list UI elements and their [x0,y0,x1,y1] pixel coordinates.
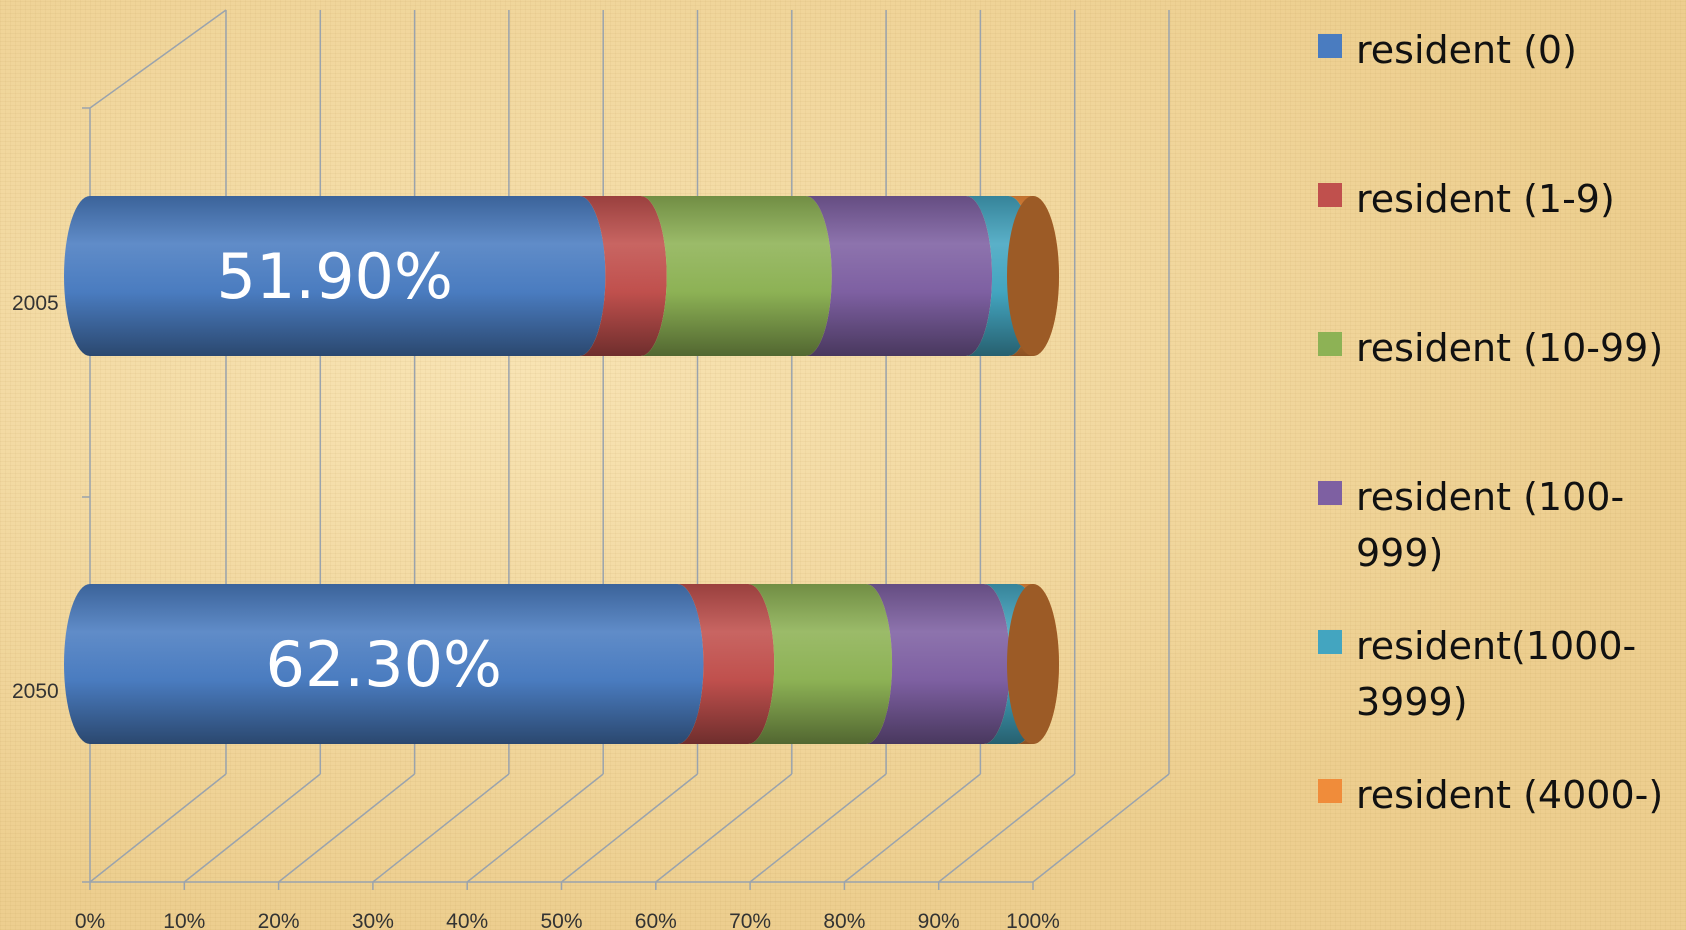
floor-gridline [278,773,416,883]
floor-gridline [749,773,887,883]
category-label: 2005 [12,292,59,315]
x-tick-label: 60% [635,910,677,930]
legend-item: resident(1000-3999) [1318,618,1676,730]
bar-segment-2050-3 [748,584,893,744]
category-label: 2050 [12,680,59,703]
bar-segment-2005-3 [640,196,832,356]
legend-label: resident (1-9) [1356,177,1615,221]
bar-segment-2050-1 [64,584,704,744]
bar-segment-2005-4 [805,196,993,356]
floor-gridline [1032,773,1170,883]
floor-gridline [89,773,227,883]
bar-group-2050 [64,584,1059,744]
x-tick-label: 0% [75,910,105,930]
legend-label: resident(1000-3999) [1356,624,1637,724]
legend: resident (0) resident (1-9) resident (10-9… [1318,0,1686,930]
legend-item: resident (100-999) [1318,469,1676,581]
legend-label: resident (100-999) [1356,475,1625,575]
legend-item: resident (4000-) [1318,767,1676,823]
bar-end-cap [1007,196,1059,356]
data-label: 51.90% [217,240,453,313]
floor-gridline [938,773,1076,883]
bar-segment-2050-2 [677,584,775,744]
legend-label: resident (10-99) [1356,326,1664,370]
x-tick-label: 50% [540,910,582,930]
x-tick-label: 20% [258,910,300,930]
bar-segment-2005-1 [64,196,606,356]
floor-gridline [183,773,321,883]
floor-gridline [372,773,510,883]
legend-swatch [1318,481,1342,505]
legend-item: resident (0) [1318,22,1676,78]
floor-gridline [843,773,981,883]
legend-item: resident (10-99) [1318,320,1676,376]
side-wall-top [89,9,227,109]
x-tick-label: 80% [823,910,865,930]
floor-gridline [561,773,698,883]
x-tick-label: 70% [729,910,771,930]
x-tick-label: 40% [446,910,488,930]
chart: 0% 10% 20% 30% 40% 50% 60% 70% 80% 90% 100% 51.90% 2… [12,9,1170,930]
bar-end-cap [1007,584,1059,744]
bar-segment-2050-4 [866,584,1010,744]
x-tick-label: 30% [352,910,394,930]
data-label: 62.30% [266,628,502,701]
legend-label: resident (0) [1356,28,1577,72]
floor-gridline [466,773,604,883]
legend-swatch [1318,332,1342,356]
bar-group-2005 [64,196,1059,356]
legend-swatch [1318,630,1342,654]
x-tick-label: 90% [918,910,960,930]
x-tick-label: 100% [1006,910,1060,930]
floor-gridline [655,773,793,883]
legend-swatch [1318,34,1342,58]
x-tick-label: 10% [163,910,205,930]
legend-label: resident (4000-) [1356,773,1664,817]
bar-segment-2005-2 [579,196,667,356]
legend-swatch [1318,779,1342,803]
legend-item: resident (1-9) [1318,171,1676,227]
legend-swatch [1318,183,1342,207]
